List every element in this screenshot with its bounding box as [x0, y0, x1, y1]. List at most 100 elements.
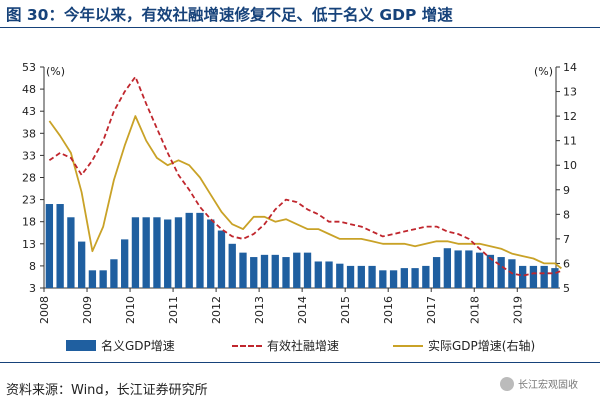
left-axis-unit: (%) [46, 65, 65, 78]
bar-nominal-gdp [239, 252, 247, 288]
x-tick-label: 2010 [124, 296, 137, 324]
bar-nominal-gdp [142, 217, 150, 288]
bar-nominal-gdp [131, 217, 140, 288]
x-tick-label: 2018 [468, 296, 481, 324]
bar-nominal-gdp [250, 257, 258, 288]
bar-nominal-gdp [411, 268, 419, 288]
legend-label-tsf: 有效社融增速 [267, 339, 340, 353]
watermark-label: 长江宏观固收 [518, 380, 578, 391]
bar-nominal-gdp [551, 268, 559, 288]
bar-nominal-gdp [88, 270, 97, 288]
bar-nominal-gdp [529, 265, 538, 288]
legend-swatch-bar [66, 340, 96, 351]
x-tick-label: 2008 [38, 296, 51, 324]
bar-nominal-gdp [228, 243, 236, 288]
right-tick-label: 13 [563, 86, 577, 99]
watermark: 长江宏观固收 [500, 376, 578, 391]
left-tick-label: 38 [22, 127, 36, 140]
right-tick-label: 11 [563, 135, 577, 148]
bar-nominal-gdp [400, 268, 408, 288]
bar-nominal-gdp [325, 261, 333, 288]
legend-label-nominal-gdp: 名义GDP增速 [101, 339, 175, 353]
left-tick-label: 28 [22, 172, 36, 185]
bar-nominal-gdp [336, 263, 344, 288]
bar-nominal-gdp [110, 259, 118, 288]
line-real-gdp [48, 115, 562, 270]
left-tick-label: 8 [29, 260, 36, 273]
right-axis-unit: (%) [534, 65, 553, 78]
left-tick-label: 18 [22, 216, 36, 229]
footer-divider [0, 362, 600, 363]
bar-nominal-gdp [153, 217, 161, 288]
bar-nominal-gdp [465, 250, 473, 288]
bar-nominal-gdp [185, 212, 193, 288]
right-tick-label: 14 [563, 61, 577, 74]
bar-nominal-gdp [422, 265, 430, 288]
left-tick-label: 53 [22, 61, 36, 74]
x-tick-label: 2017 [425, 296, 438, 324]
bar-nominal-gdp [443, 248, 452, 288]
legend-item-real-gdp: 实际GDP增速(右轴) [393, 337, 535, 354]
bar-nominal-gdp [121, 239, 129, 288]
x-tick-label: 2015 [339, 296, 352, 324]
left-tick-label: 23 [22, 194, 36, 207]
legend-label-real-gdp: 实际GDP增速(右轴) [428, 339, 536, 353]
right-tick-label: 7 [563, 233, 570, 246]
bar-nominal-gdp [486, 254, 495, 288]
bar-nominal-gdp [164, 219, 172, 288]
title-divider [0, 27, 600, 28]
right-tick-label: 9 [563, 184, 570, 197]
line-tsf [48, 75, 562, 277]
left-tick-label: 3 [29, 282, 36, 295]
bar-nominal-gdp [475, 252, 484, 288]
bar-nominal-gdp [271, 254, 279, 288]
bar-nominal-gdp [293, 252, 301, 288]
bar-nominal-gdp [77, 241, 86, 288]
chart-legend: 名义GDP增速 有效社融增速 实际GDP增速(右轴) [0, 335, 600, 357]
left-tick-label: 33 [22, 149, 36, 162]
bar-nominal-gdp [99, 270, 107, 288]
bar-nominal-gdp [196, 212, 204, 288]
right-tick-label: 6 [563, 257, 570, 270]
x-tick-label: 2009 [81, 296, 94, 324]
left-tick-label: 48 [22, 83, 36, 96]
bar-nominal-gdp [497, 257, 505, 288]
right-tick-label: 10 [563, 159, 577, 172]
left-tick-label: 13 [22, 238, 36, 251]
bar-nominal-gdp [67, 217, 75, 288]
bar-nominal-gdp [217, 230, 226, 288]
x-tick-label: 2016 [382, 296, 395, 324]
x-tick-label: 2012 [210, 296, 223, 324]
bar-nominal-gdp [314, 261, 322, 288]
x-tick-label: 2014 [296, 296, 309, 324]
bar-nominal-gdp [45, 204, 54, 288]
legend-item-tsf: 有效社融增速 [232, 337, 339, 354]
bar-nominal-gdp [357, 265, 365, 288]
right-tick-label: 5 [563, 282, 570, 295]
bar-nominal-gdp [207, 219, 215, 288]
bar-nominal-gdp [454, 250, 462, 288]
bar-nominal-gdp [389, 270, 398, 288]
bar-nominal-gdp [56, 204, 64, 288]
legend-item-nominal-gdp: 名义GDP增速 [66, 337, 175, 354]
x-tick-label: 2019 [511, 296, 524, 324]
x-tick-label: 2013 [253, 296, 266, 324]
bar-nominal-gdp [368, 265, 376, 288]
bar-nominal-gdp [282, 257, 290, 288]
x-tick-label: 2011 [167, 296, 180, 324]
wechat-icon [500, 376, 514, 391]
right-tick-label: 8 [563, 208, 570, 221]
source-note: 资料来源：Wind，长江证券研究所 [6, 383, 208, 398]
bar-nominal-gdp [260, 254, 269, 288]
legend-swatch-dashed [232, 344, 262, 347]
bar-nominal-gdp [174, 217, 183, 288]
bar-nominal-gdp [303, 252, 312, 288]
bar-nominal-gdp [346, 265, 355, 288]
bar-nominal-gdp [540, 265, 548, 288]
bar-nominal-gdp [379, 270, 387, 288]
bar-nominal-gdp [518, 265, 527, 288]
right-tick-label: 12 [563, 110, 577, 123]
legend-swatch-solid [393, 344, 423, 347]
bar-nominal-gdp [432, 257, 441, 288]
